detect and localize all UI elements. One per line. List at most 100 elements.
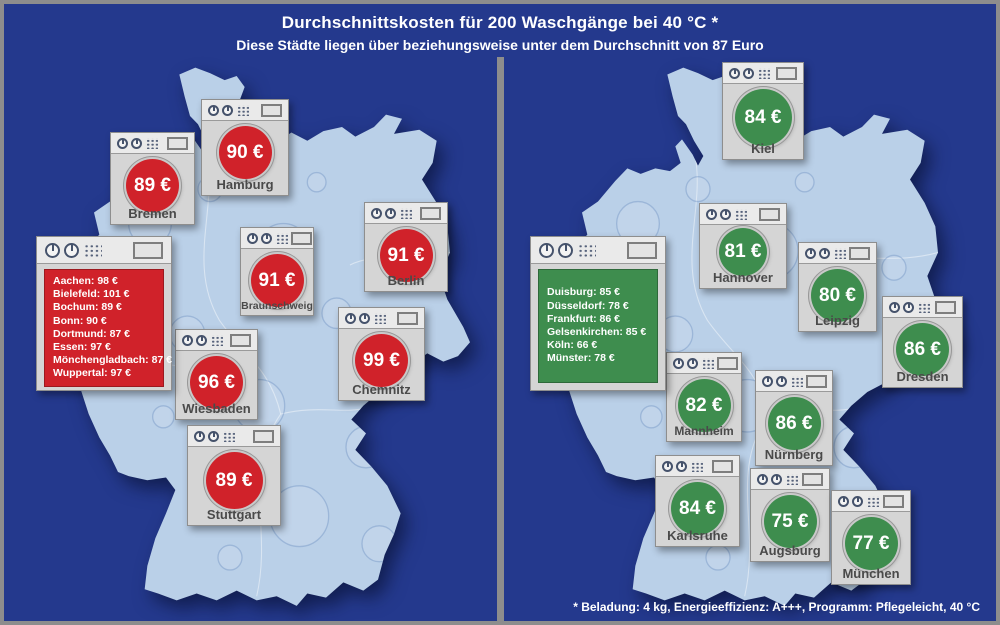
city-label: Hannover xyxy=(713,270,773,285)
list-item: Essen: 97 € xyxy=(53,341,111,354)
machine-control-panel xyxy=(37,237,171,264)
price-label: 84 € xyxy=(679,497,716,519)
dial-icon xyxy=(729,67,740,79)
detergent-drawer-icon xyxy=(230,333,251,347)
price-door: 91 € xyxy=(250,254,304,307)
list-item: Wuppertal: 97 € xyxy=(53,367,131,380)
list-item: Frankfurt: 86 € xyxy=(547,312,620,325)
detergent-drawer-icon xyxy=(712,459,733,473)
dial-icon xyxy=(889,301,900,313)
city-label: München xyxy=(842,566,900,581)
dial-icon xyxy=(852,495,863,507)
detergent-drawer-icon xyxy=(627,241,657,259)
dial-icon xyxy=(247,232,258,244)
dial-icon xyxy=(771,473,782,485)
city-label: Nürnberg xyxy=(764,447,824,462)
machine-control-panel xyxy=(656,456,739,477)
price-label: 89 € xyxy=(215,469,253,491)
city-label: Wiesbaden xyxy=(182,401,251,416)
detergent-drawer-icon xyxy=(759,207,780,221)
header: Durchschnittskosten für 200 Waschgänge b… xyxy=(4,4,996,57)
price-label: 90 € xyxy=(226,141,264,163)
price-door: 89 € xyxy=(126,159,179,212)
list-item: Duisburg: 85 € xyxy=(547,286,620,299)
dial-icon xyxy=(776,375,787,387)
page-subtitle: Diese Städte liegen über beziehungsweise… xyxy=(236,37,764,53)
dial-icon xyxy=(117,137,128,149)
price-door: 90 € xyxy=(218,126,272,179)
city-label: Chemnitz xyxy=(352,382,411,397)
below-average-city-list: Duisburg: 85 € Düsseldorf: 78 € Frankfur… xyxy=(538,269,658,383)
list-item: Dortmund: 87 € xyxy=(53,327,131,340)
machine-control-panel xyxy=(700,204,786,225)
price-door: 82 € xyxy=(677,379,731,432)
price-label: 82 € xyxy=(685,394,723,416)
price-door: 86 € xyxy=(896,323,949,376)
dial-icon xyxy=(194,430,205,442)
city-label: Augsburg xyxy=(759,543,821,558)
dial-icon xyxy=(208,104,219,116)
machine-card-augsburg: 75 € Augsburg xyxy=(750,468,830,562)
dial-icon xyxy=(261,232,272,244)
dial-icon xyxy=(385,207,396,219)
dial-icon xyxy=(903,301,914,313)
machine-card-kiel: 84 € Kiel xyxy=(722,62,804,160)
city-label: Hamburg xyxy=(216,177,274,192)
dial-icon xyxy=(359,312,370,324)
machine-card-mannheim: 82 € Mannheim xyxy=(666,352,742,442)
detergent-drawer-icon xyxy=(420,206,441,220)
city-label: Stuttgart xyxy=(206,507,262,522)
dial-icon xyxy=(371,207,382,219)
above-average-city-list: Aachen: 98 € Bielefeld: 101 € Bochum: 89… xyxy=(44,269,172,387)
price-label: 84 € xyxy=(744,106,782,128)
city-label: Mannheim xyxy=(674,424,734,438)
keypad-icon xyxy=(917,301,930,313)
price-door: 77 € xyxy=(844,517,898,570)
price-label: 91 € xyxy=(258,269,296,291)
keypad-icon xyxy=(399,207,412,219)
price-door: 80 € xyxy=(811,269,864,322)
price-door: 99 € xyxy=(355,334,408,387)
keypad-icon xyxy=(690,460,703,472)
machine-control-panel xyxy=(723,63,803,84)
keypad-icon xyxy=(734,208,747,220)
machine-card-chemnitz: 99 € Chemnitz xyxy=(338,307,425,401)
machine-control-panel xyxy=(365,203,447,224)
dial-icon xyxy=(131,137,142,149)
detergent-drawer-icon xyxy=(291,231,312,245)
machine-control-panel xyxy=(883,297,962,318)
price-door: 91 € xyxy=(379,229,433,282)
city-label: Braunschweig xyxy=(241,300,313,312)
price-door: 96 € xyxy=(190,356,243,409)
dial-icon xyxy=(762,375,773,387)
keypad-icon xyxy=(757,67,770,79)
dial-icon xyxy=(819,247,830,259)
dial-icon xyxy=(208,430,219,442)
detergent-drawer-icon xyxy=(806,374,827,388)
machine-card-leipzig: 80 € Leipzig xyxy=(798,242,877,332)
keypad-icon xyxy=(701,357,714,369)
price-door: 84 € xyxy=(671,482,724,535)
detergent-drawer-icon xyxy=(776,66,797,80)
dial-icon xyxy=(558,242,573,258)
machine-control-panel xyxy=(241,228,313,249)
dial-icon xyxy=(676,460,687,472)
machine-card-bremen: 89 € Bremen xyxy=(110,132,195,225)
keypad-icon xyxy=(210,334,223,346)
machine-control-panel xyxy=(667,353,741,374)
price-label: 86 € xyxy=(904,338,941,360)
dial-icon xyxy=(757,473,768,485)
machine-card-nuernberg: 86 € Nürnberg xyxy=(755,370,833,466)
price-door: 75 € xyxy=(763,495,817,548)
machine-card-berlin: 91 € Berlin xyxy=(364,202,448,292)
machine-card-wiesbaden: 96 € Wiesbaden xyxy=(175,329,258,420)
machine-control-panel xyxy=(531,237,665,264)
list-item: Aachen: 98 € xyxy=(53,275,118,287)
city-label: Kiel xyxy=(751,141,775,156)
dial-icon xyxy=(539,242,554,258)
detergent-drawer-icon xyxy=(261,103,282,117)
machine-card-hannover: 81 € Hannover xyxy=(699,203,787,289)
detergent-drawer-icon xyxy=(717,356,738,370)
keypad-icon xyxy=(373,312,386,324)
